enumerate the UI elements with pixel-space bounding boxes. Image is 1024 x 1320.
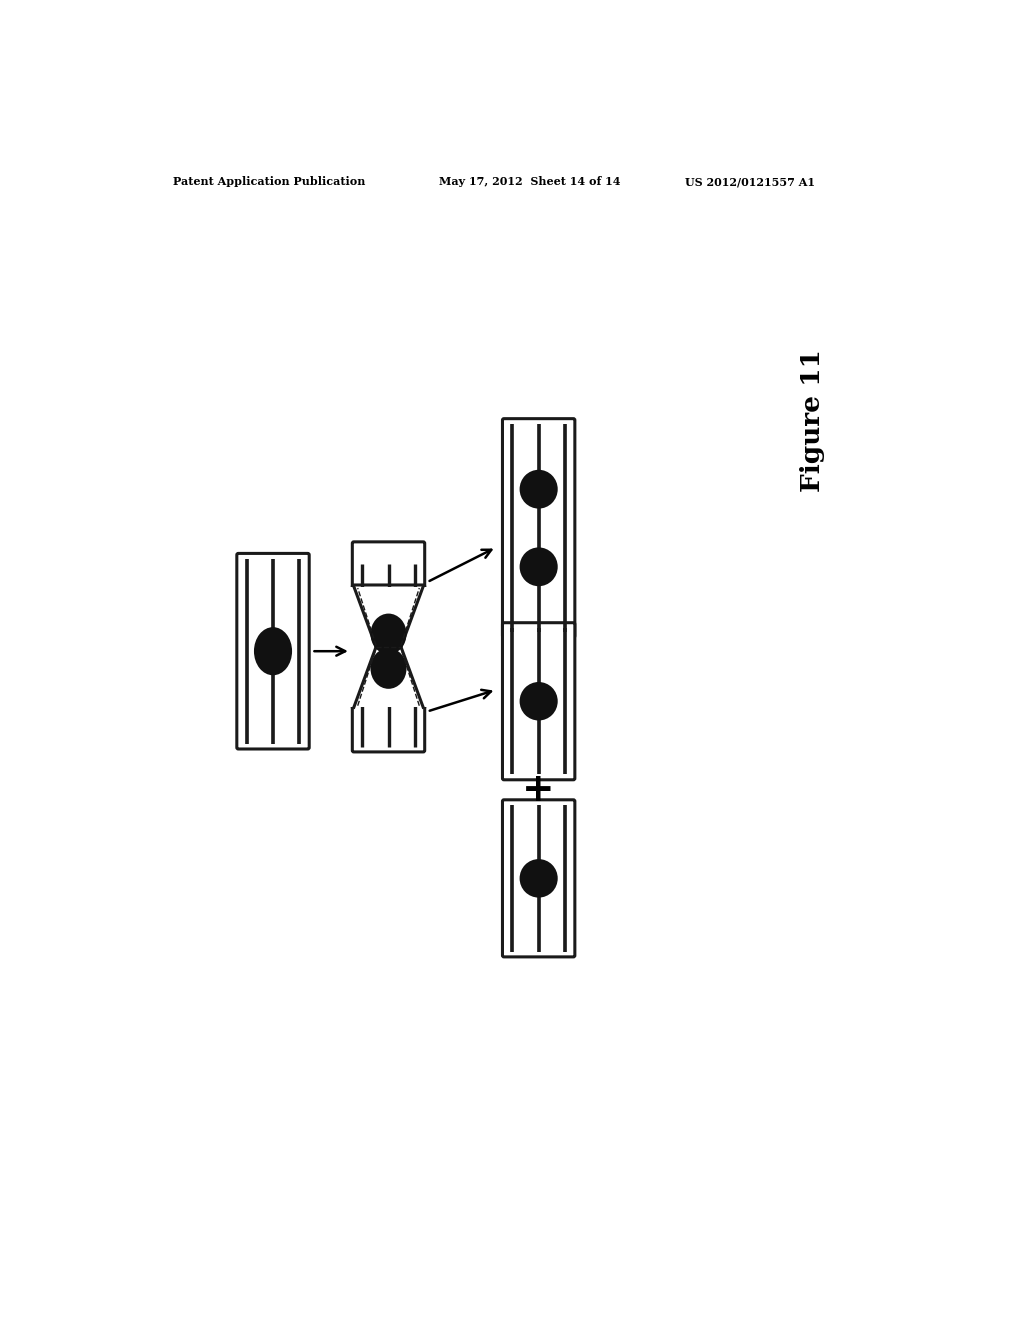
Ellipse shape — [519, 470, 558, 508]
FancyBboxPatch shape — [352, 585, 425, 752]
Text: May 17, 2012  Sheet 14 of 14: May 17, 2012 Sheet 14 of 14 — [438, 176, 621, 187]
Text: Figure 11: Figure 11 — [800, 348, 824, 491]
Ellipse shape — [371, 648, 407, 689]
Ellipse shape — [254, 627, 292, 676]
Ellipse shape — [519, 548, 558, 586]
FancyBboxPatch shape — [503, 800, 574, 957]
Ellipse shape — [371, 614, 407, 655]
Text: US 2012/0121557 A1: US 2012/0121557 A1 — [685, 176, 815, 187]
FancyBboxPatch shape — [352, 543, 425, 709]
FancyBboxPatch shape — [503, 418, 574, 638]
Text: Patent Application Publication: Patent Application Publication — [173, 176, 366, 187]
Ellipse shape — [519, 682, 558, 721]
Polygon shape — [350, 586, 427, 708]
Ellipse shape — [519, 859, 558, 898]
FancyBboxPatch shape — [237, 553, 309, 748]
Text: +: + — [522, 771, 555, 809]
FancyBboxPatch shape — [503, 623, 574, 780]
